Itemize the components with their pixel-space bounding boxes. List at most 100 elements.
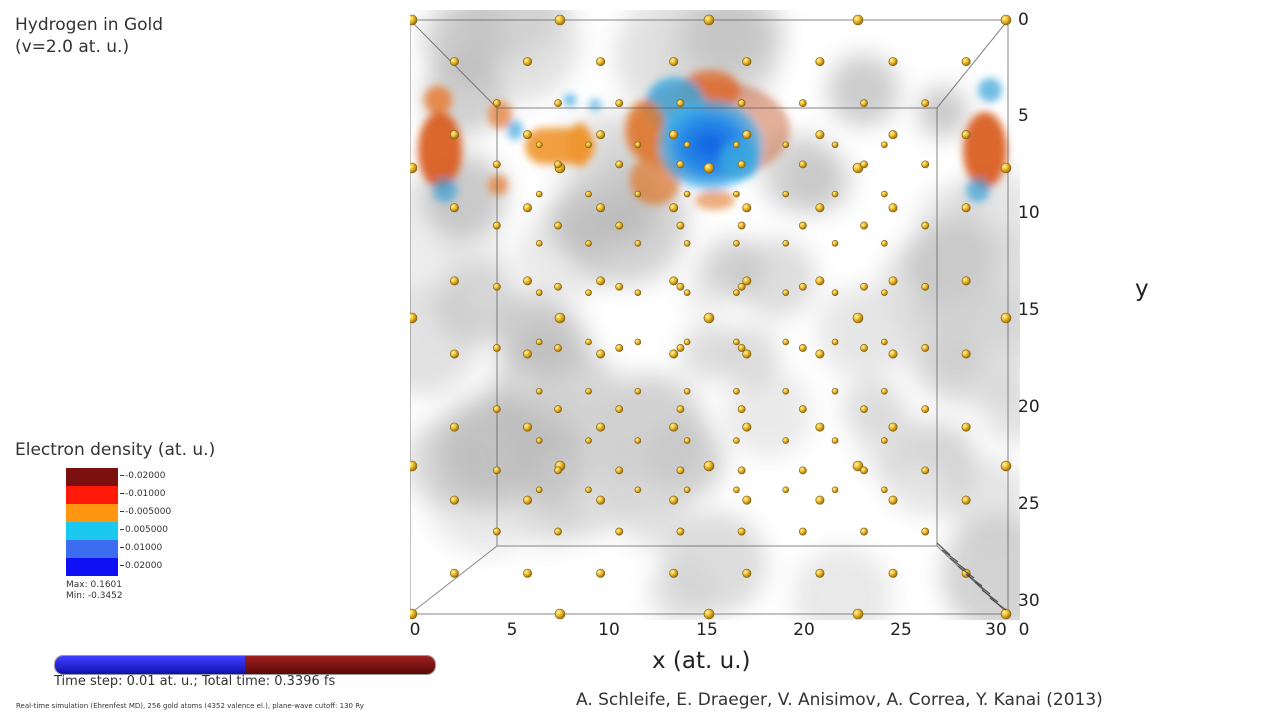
gold-atom [615,466,624,475]
gold-atom [492,405,501,414]
gold-atom [737,282,746,291]
gold-atom [860,99,868,108]
gold-atom [733,289,740,296]
gold-atom [683,289,691,296]
gold-atom [1000,14,1012,26]
gold-atom [921,282,930,291]
gold-atom [676,99,685,108]
gold-atom [669,495,679,505]
gold-atom [798,282,807,291]
y-tick: 10 [1018,203,1040,223]
legend-swatch [66,522,118,540]
gold-atom [1000,460,1012,472]
gold-atom [921,405,930,414]
gold-atom [492,99,501,108]
gold-atoms [410,14,1012,620]
gold-atom [535,437,543,444]
gold-atom [815,495,825,505]
gold-atom [554,221,562,230]
gold-atom [961,349,971,359]
gold-atom [703,608,715,620]
gold-atom [634,486,642,494]
gold-atom [615,344,624,352]
gold-atom [669,422,679,432]
y-tick: 15 [1018,300,1040,320]
gold-atom [733,486,740,494]
gold-atom [523,495,533,505]
gold-atom [683,486,691,494]
gold-atom [782,387,790,395]
gold-atom [1000,608,1012,620]
gold-atom [585,387,592,395]
gold-atom [961,130,971,140]
gold-atom [888,276,898,286]
gold-atom [881,289,888,296]
density-blob [682,264,733,315]
gold-atom [782,486,790,494]
gold-atom [815,349,825,359]
legend-swatch [66,540,118,558]
gold-atom [554,14,566,26]
gold-atom [737,99,746,108]
gold-atom [733,190,740,198]
gold-atom [742,276,752,286]
gold-atom [798,527,807,536]
gold-atom [888,422,898,432]
gold-atom [535,486,543,494]
gold-atom [860,405,868,414]
density-blob [793,547,892,620]
gold-atom [676,282,685,291]
time-readout: Time step: 0.01 at. u.; Total time: 0.33… [54,674,336,689]
gold-atom [852,14,864,26]
gold-atom [634,240,642,247]
gold-atom [703,460,715,472]
gold-atom [585,338,592,346]
legend-label: 0.02000 [120,561,162,571]
gold-atom [449,568,459,578]
gold-atom [596,349,606,359]
hydrogen-trail [936,542,1007,611]
gold-atom [815,57,825,67]
x-tick: 30 [985,620,1007,640]
y-tick: 0 [1018,10,1029,30]
density-blob [571,357,627,413]
gold-atom [554,312,566,324]
y-tick: 25 [1018,494,1040,514]
gold-atom [881,437,888,444]
y-tick: 20 [1018,397,1040,417]
gold-atom [798,221,807,230]
gold-atom [881,240,888,247]
gold-atom [742,203,752,213]
gold-atom [634,437,642,444]
gold-atom [615,527,624,536]
legend-label: 0.005000 [120,525,168,535]
gold-atom [676,344,685,352]
gold-atom [410,14,418,26]
simulation-details: Real-time simulation (Ehrenfest MD), 256… [16,702,364,710]
gold-atom [634,338,642,346]
gold-atom [615,160,624,169]
gold-atom [585,240,592,247]
gold-atom [815,568,825,578]
gold-atom [410,460,418,472]
gold-atom [737,405,746,414]
gold-atom [554,160,562,169]
legend-title: Electron density (at. u.) [15,440,216,460]
gold-atom [742,349,752,359]
gold-atom [798,466,807,475]
gold-atom [615,221,624,230]
gold-atom [523,130,533,140]
gold-atom [742,130,752,140]
gold-atom [535,387,543,395]
density-blob [827,54,900,127]
x-axis-label: x (at. u.) [652,648,751,674]
gold-atom [782,141,790,149]
gold-atom [921,344,930,352]
gold-atom [831,486,839,494]
y-tick: 5 [1018,106,1029,126]
gold-atom [815,203,825,213]
density-blob [983,380,1020,444]
gold-atom [634,289,642,296]
gold-atom [585,190,592,198]
gold-atom [815,130,825,140]
